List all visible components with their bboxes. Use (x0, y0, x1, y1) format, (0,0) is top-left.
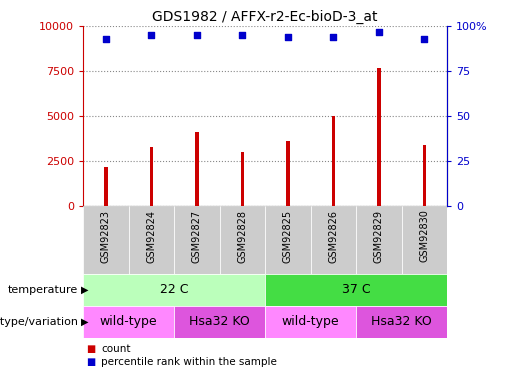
Bar (286, 141, 290, 206)
Bar (311, 206, 356, 274)
Text: Hsa32 KO: Hsa32 KO (371, 315, 432, 328)
Text: GSM92829: GSM92829 (374, 210, 384, 262)
Text: ■: ■ (86, 357, 95, 367)
Bar (356, 206, 402, 274)
Text: ■: ■ (86, 344, 95, 354)
Text: Hsa32 KO: Hsa32 KO (189, 315, 250, 328)
Bar (423, 145, 426, 206)
Point (238, 32, 246, 38)
Point (147, 32, 155, 38)
Point (193, 32, 201, 38)
Bar (104, 166, 108, 206)
Bar (129, 206, 174, 274)
Text: GSM92827: GSM92827 (192, 210, 202, 263)
Bar (332, 116, 335, 206)
Bar (265, 206, 311, 274)
Text: GSM92823: GSM92823 (101, 210, 111, 262)
Text: percentile rank within the sample: percentile rank within the sample (101, 357, 277, 367)
Bar (195, 132, 199, 206)
Text: 37 C: 37 C (342, 283, 371, 296)
Text: temperature: temperature (8, 285, 78, 295)
Text: wild-type: wild-type (282, 315, 340, 328)
Text: ▶: ▶ (81, 285, 88, 295)
Bar (402, 206, 447, 274)
Point (375, 28, 383, 34)
Text: genotype/variation: genotype/variation (0, 316, 78, 327)
Bar (83, 274, 265, 306)
Bar (83, 306, 174, 338)
Text: GSM92826: GSM92826 (329, 210, 339, 262)
Bar (150, 147, 153, 206)
Text: GSM92828: GSM92828 (238, 210, 248, 262)
Text: GSM92824: GSM92824 (147, 210, 157, 262)
Title: GDS1982 / AFFX-r2-Ec-bioD-3_at: GDS1982 / AFFX-r2-Ec-bioD-3_at (152, 10, 378, 24)
Point (102, 36, 110, 42)
Bar (356, 306, 447, 338)
Point (329, 34, 337, 40)
Text: GSM92830: GSM92830 (420, 210, 430, 262)
Bar (241, 152, 244, 206)
Text: GSM92825: GSM92825 (283, 210, 293, 263)
Text: count: count (101, 344, 131, 354)
Text: wild-type: wild-type (100, 315, 158, 328)
Bar (377, 68, 381, 206)
Text: 22 C: 22 C (160, 283, 188, 296)
Bar (265, 274, 447, 306)
Bar (83, 206, 129, 274)
Bar (219, 206, 265, 274)
Bar (174, 206, 219, 274)
Point (284, 34, 292, 40)
Point (420, 36, 428, 42)
Bar (265, 306, 356, 338)
Bar (174, 306, 265, 338)
Text: ▶: ▶ (81, 316, 88, 327)
